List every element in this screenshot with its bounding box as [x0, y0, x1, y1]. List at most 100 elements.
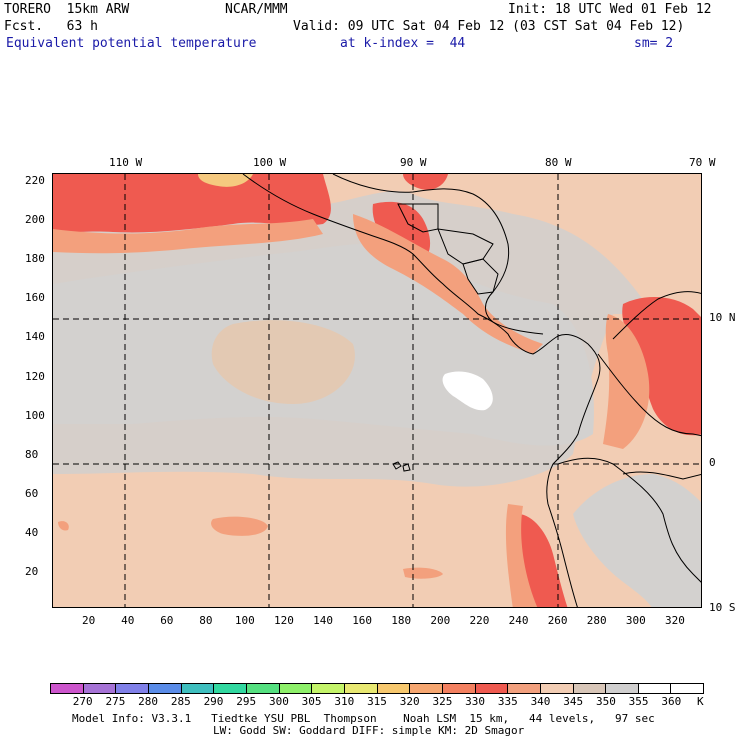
- x-tick-label: 60: [160, 614, 174, 627]
- colorbar-value: 295: [236, 695, 257, 708]
- coast-caribbean: [332, 174, 544, 335]
- level-label: at k-index = 44: [340, 36, 466, 51]
- white-patch: [442, 371, 493, 411]
- colorbar-value: 355: [628, 695, 649, 708]
- colorbar-value: 285: [170, 695, 191, 708]
- colorbar-swatch: [116, 684, 149, 693]
- x-tick-label: 140: [313, 614, 333, 627]
- south-land-gray: [573, 474, 701, 607]
- y-tick-label: 180: [25, 252, 45, 266]
- x-tick-label: 200: [430, 614, 451, 627]
- colorbar-value: 270: [72, 695, 93, 708]
- colorbar-swatch: [540, 684, 574, 693]
- orange-top-left: [53, 219, 323, 254]
- colorbar-swatch: [508, 684, 541, 693]
- colorbar-swatch: [671, 684, 704, 693]
- org-label: NCAR/MMM: [225, 2, 288, 17]
- lon-label-80w: 80 W: [545, 156, 572, 169]
- colorbar-swatch: [148, 684, 182, 693]
- colorbar-swatch: [573, 684, 607, 693]
- x-tick-label: 240: [508, 614, 529, 627]
- red-south-america: [622, 297, 701, 436]
- colorbar-swatch: [83, 684, 117, 693]
- x-tick-label: 300: [625, 614, 646, 627]
- colorbar-swatch: [181, 684, 215, 693]
- colorbar-value: 340: [530, 695, 551, 708]
- red-top-mid: [403, 174, 448, 190]
- colorbar-swatch: [377, 684, 411, 693]
- colorbar-unit: K: [697, 695, 704, 708]
- yellow-top: [198, 174, 253, 187]
- orange-south-america: [603, 314, 650, 449]
- coast-mexico: [242, 174, 601, 607]
- x-tick-label: 280: [586, 614, 607, 627]
- y-tick-label: 120: [25, 369, 45, 383]
- y-tick-label: 100: [25, 408, 45, 422]
- red-top-left: [53, 174, 331, 234]
- border-nicaragua: [462, 258, 499, 295]
- coastlines: [242, 174, 701, 607]
- colorbar-value: 310: [334, 695, 355, 708]
- colorbar-swatch: [410, 684, 443, 693]
- border-peru: [557, 457, 701, 583]
- colorbar-value: 360: [661, 695, 682, 708]
- x-tick-label: 100: [234, 614, 255, 627]
- x-tick-label: 180: [391, 614, 412, 627]
- colorbar-swatch: [51, 684, 84, 693]
- border-brazil: [622, 471, 701, 480]
- border-guatemala: [397, 203, 439, 233]
- y-tick-label: 200: [25, 213, 45, 227]
- colorbar-swatch: [475, 684, 509, 693]
- colorbar-value: 315: [367, 695, 387, 708]
- lat-label-10n: 10 N: [709, 311, 736, 324]
- colorbar-value: 350: [595, 695, 616, 708]
- y-tick-label: 140: [25, 330, 45, 344]
- x-tick-label: 160: [352, 614, 373, 627]
- colorbar-value: 290: [203, 695, 224, 708]
- colorbar-value: 300: [268, 695, 289, 708]
- colorbar-swatch: [279, 684, 313, 693]
- model-info-line2: LW: Godd SW: Goddard DIFF: simple KM: 2D…: [213, 724, 525, 737]
- valid-time: Valid: 09 UTC Sat 04 Feb 12 (03 CST Sat …: [293, 19, 685, 34]
- x-tick-label: 320: [665, 614, 685, 627]
- lon-label-100w: 100 W: [253, 156, 287, 169]
- orange-blob-3: [58, 521, 69, 531]
- colorbar-value: 325: [432, 695, 453, 708]
- model-info-line1: Model Info: V3.3.1 Tiedtke YSU PBL Thomp…: [72, 712, 655, 725]
- x-tick-label: 40: [121, 614, 135, 627]
- smoothing-label: sm= 2: [634, 36, 674, 51]
- lat-label-0: 0: [709, 456, 716, 469]
- field-map: [53, 174, 701, 607]
- y-tick-label: 160: [25, 291, 45, 305]
- x-tick-label: 260: [547, 614, 568, 627]
- x-tick-label: 120: [274, 614, 294, 627]
- orange-blob-1: [211, 516, 268, 536]
- init-time: Init: 18 UTC Wed 01 Feb 12: [508, 2, 712, 17]
- colorbar-value: 330: [465, 695, 486, 708]
- galapagos: [392, 461, 411, 472]
- lon-label-70w: 70 W: [689, 156, 716, 169]
- colorbar-value: 345: [563, 695, 584, 708]
- lat-label-10s: 10 S: [709, 601, 736, 614]
- model-title: TORERO 15km ARW: [4, 2, 130, 17]
- y-tick-label: 80: [25, 447, 39, 461]
- map-panel: [52, 173, 702, 608]
- light-tan-blob: [211, 320, 355, 404]
- colorbar-swatch: [246, 684, 280, 693]
- colorbar-swatch: [214, 684, 247, 693]
- colorbar: [50, 683, 704, 694]
- colorbar-value: 305: [301, 695, 322, 708]
- y-tick-label: 60: [25, 486, 39, 500]
- x-tick-label: 220: [469, 614, 490, 627]
- field-name: Equivalent potential temperature: [6, 36, 257, 51]
- colorbar-value: 280: [138, 695, 159, 708]
- colorbar-swatch: [606, 684, 639, 693]
- colorbar-swatch: [638, 684, 672, 693]
- colorbar-value: 320: [399, 695, 420, 708]
- colorbar-swatch: [344, 684, 378, 693]
- colorbar-value: 275: [105, 695, 126, 708]
- colorbar-swatch: [312, 684, 345, 693]
- border-colombia: [597, 353, 701, 437]
- colorbar-value: 335: [497, 695, 518, 708]
- coast-venezuela: [612, 291, 701, 340]
